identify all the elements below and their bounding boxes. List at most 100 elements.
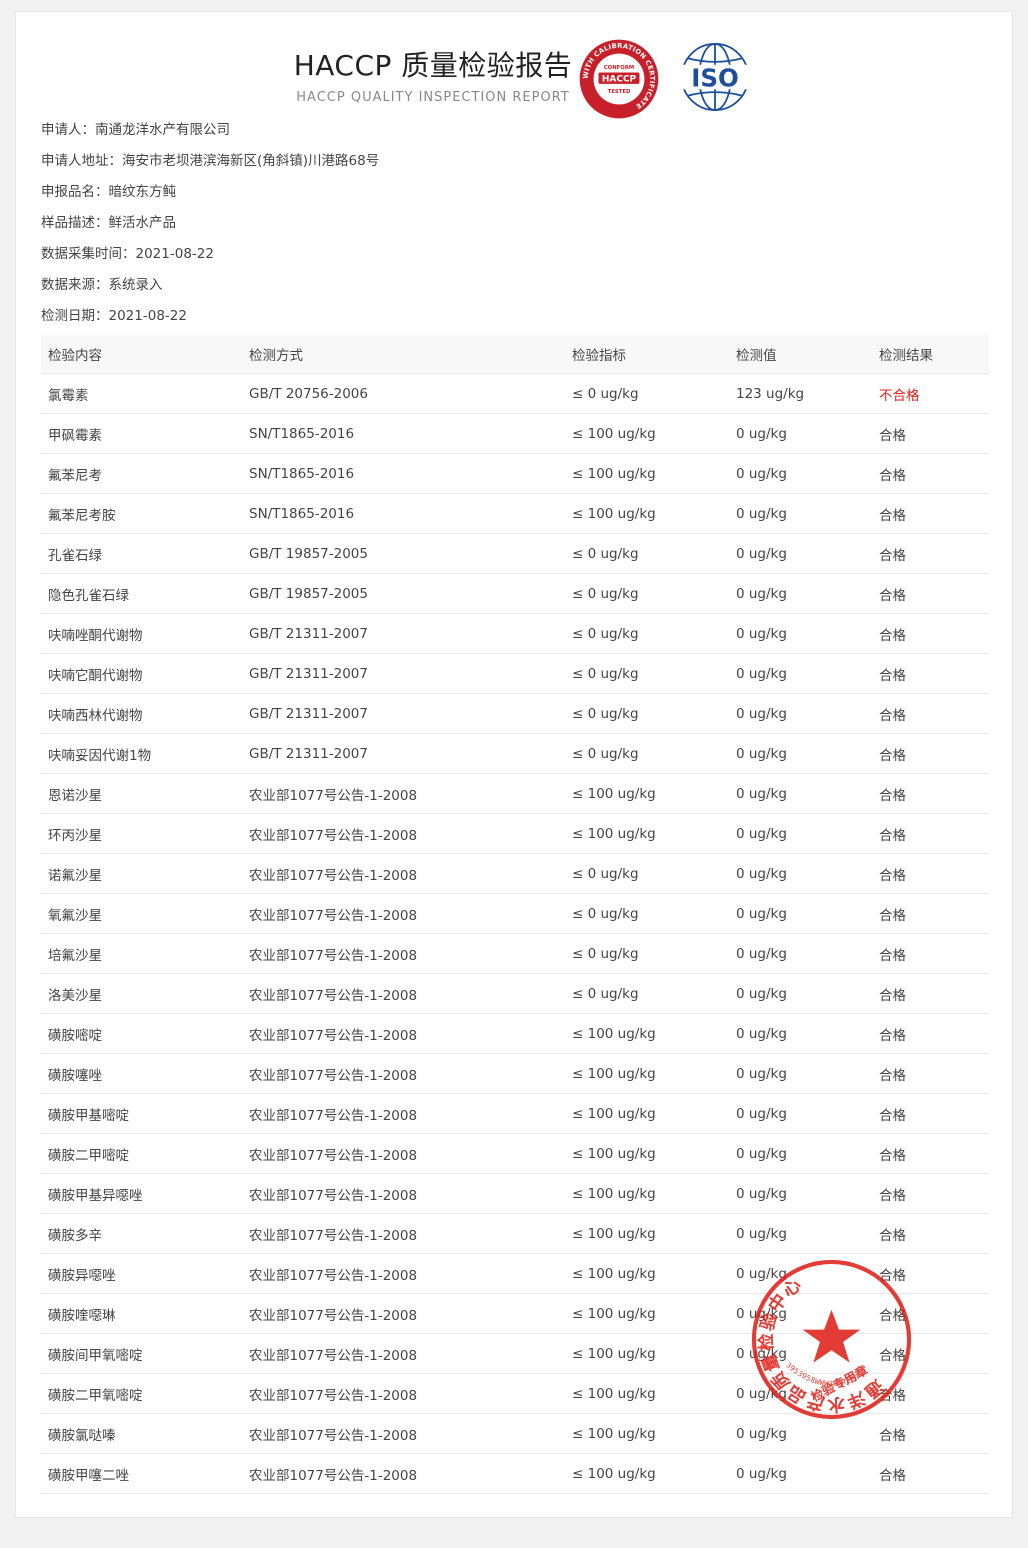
table-row: 呋喃妥因代谢1物 GB/T 21311-2007 ≤ 0 ug/kg 0 ug/kg 合… (41, 733, 989, 774)
cell-item: 氧氟沙星 (41, 893, 242, 934)
cell-limit: ≤ 100 ug/kg (565, 453, 729, 494)
cell-item: 培氟沙星 (41, 933, 242, 974)
cell-limit: ≤ 100 ug/kg (565, 773, 729, 814)
cell-limit: ≤ 100 ug/kg (565, 413, 729, 454)
info-value: 鲜活水产品 (108, 215, 177, 231)
cell-value: 0 ug/kg (729, 1413, 872, 1454)
haccp-center-text: HACCP (602, 74, 637, 84)
header-method: 检测方式 (242, 335, 565, 374)
info-row-address: 申请人地址：海安市老坝港滨海新区(角斜镇)川港路68号 (41, 150, 379, 181)
cell-item: 呋喃妥因代谢1物 (41, 733, 242, 774)
table-row: 隐色孔雀石绿 GB/T 19857-2005 ≤ 0 ug/kg 0 ug/kg 合格 (41, 573, 989, 614)
cell-method: 农业部1077号公告-1-2008 (242, 1213, 565, 1254)
cell-method: GB/T 19857-2005 (242, 573, 565, 614)
cell-limit: ≤ 0 ug/kg (565, 853, 729, 894)
cell-method: 农业部1077号公告-1-2008 (242, 1013, 565, 1054)
cell-method: 农业部1077号公告-1-2008 (242, 973, 565, 1014)
cell-limit: ≤ 100 ug/kg (565, 1453, 729, 1494)
cell-method: 农业部1077号公告-1-2008 (242, 1293, 565, 1334)
cell-item: 磺胺氯哒嗪 (41, 1413, 242, 1454)
report-title: HACCP 质量检验报告 (293, 49, 573, 82)
cell-value: 0 ug/kg (729, 1053, 872, 1094)
cell-value: 0 ug/kg (729, 773, 872, 814)
iso-text: ISO (691, 63, 739, 92)
cell-result: 合格 (872, 1333, 989, 1374)
cell-limit: ≤ 0 ug/kg (565, 533, 729, 574)
cell-item: 呋喃西林代谢物 (41, 693, 242, 734)
cell-result: 合格 (872, 1013, 989, 1054)
info-row-applicant: 申请人：南通龙洋水产有限公司 (41, 119, 379, 150)
cell-limit: ≤ 100 ug/kg (565, 1253, 729, 1294)
cell-limit: ≤ 0 ug/kg (565, 653, 729, 694)
table-row: 培氟沙星 农业部1077号公告-1-2008 ≤ 0 ug/kg 0 ug/kg 合格 (41, 933, 989, 974)
info-value: 2021-08-22 (135, 246, 214, 262)
cell-limit: ≤ 0 ug/kg (565, 573, 729, 614)
cell-method: 农业部1077号公告-1-2008 (242, 1133, 565, 1174)
cell-limit: ≤ 100 ug/kg (565, 1293, 729, 1334)
cell-item: 磺胺甲基嘧啶 (41, 1093, 242, 1134)
cell-item: 氟苯尼考 (41, 453, 242, 494)
cell-item: 隐色孔雀石绿 (41, 573, 242, 614)
cell-item: 环丙沙星 (41, 813, 242, 854)
info-row-product: 申报品名：暗纹东方鲀 (41, 181, 379, 212)
cell-item: 甲砜霉素 (41, 413, 242, 454)
haccp-bottom-text: TESTED (608, 89, 631, 95)
cell-method: 农业部1077号公告-1-2008 (242, 893, 565, 934)
cell-method: GB/T 21311-2007 (242, 733, 565, 774)
cell-value: 0 ug/kg (729, 1013, 872, 1054)
table-row: 环丙沙星 农业部1077号公告-1-2008 ≤ 100 ug/kg 0 ug/kg 合… (41, 813, 989, 854)
cell-item: 磺胺多辛 (41, 1213, 242, 1254)
cell-method: 农业部1077号公告-1-2008 (242, 1053, 565, 1094)
table-row: 磺胺多辛 农业部1077号公告-1-2008 ≤ 100 ug/kg 0 ug/kg 合… (41, 1213, 989, 1254)
table-row: 磺胺二甲氧嘧啶 农业部1077号公告-1-2008 ≤ 100 ug/kg 0 ug/… (41, 1373, 989, 1414)
cell-item: 磺胺甲基异噁唑 (41, 1173, 242, 1214)
cell-item: 氯霉素 (41, 373, 242, 414)
cell-method: 农业部1077号公告-1-2008 (242, 813, 565, 854)
cell-item: 诺氟沙星 (41, 853, 242, 894)
cell-result: 合格 (872, 1213, 989, 1254)
cell-method: 农业部1077号公告-1-2008 (242, 853, 565, 894)
cell-value: 0 ug/kg (729, 893, 872, 934)
cell-result: 合格 (872, 1373, 989, 1414)
cell-method: 农业部1077号公告-1-2008 (242, 773, 565, 814)
cell-value: 0 ug/kg (729, 413, 872, 454)
cell-limit: ≤ 0 ug/kg (565, 973, 729, 1014)
cell-limit: ≤ 0 ug/kg (565, 693, 729, 734)
cell-limit: ≤ 100 ug/kg (565, 1213, 729, 1254)
cell-limit: ≤ 100 ug/kg (565, 813, 729, 854)
table-row: 孔雀石绿 GB/T 19857-2005 ≤ 0 ug/kg 0 ug/kg 合格 (41, 533, 989, 574)
table-header-row: 检验内容 检测方式 检验指标 检测值 检测结果 (41, 335, 989, 374)
table-row: 磺胺噻唑 农业部1077号公告-1-2008 ≤ 100 ug/kg 0 ug/kg 合… (41, 1053, 989, 1094)
cell-value: 0 ug/kg (729, 1133, 872, 1174)
cell-method: GB/T 21311-2007 (242, 653, 565, 694)
table-row: 磺胺氯哒嗪 农业部1077号公告-1-2008 ≤ 100 ug/kg 0 ug/kg… (41, 1413, 989, 1454)
cell-value: 0 ug/kg (729, 1373, 872, 1414)
cell-limit: ≤ 0 ug/kg (565, 733, 729, 774)
cell-item: 呋喃它酮代谢物 (41, 653, 242, 694)
cell-limit: ≤ 0 ug/kg (565, 933, 729, 974)
cell-method: 农业部1077号公告-1-2008 (242, 1373, 565, 1414)
info-label: 样品描述： (41, 215, 109, 231)
cell-result: 合格 (872, 613, 989, 654)
cell-value: 123 ug/kg (729, 373, 872, 414)
cell-limit: ≤ 100 ug/kg (565, 1053, 729, 1094)
table-row: 恩诺沙星 农业部1077号公告-1-2008 ≤ 100 ug/kg 0 ug/kg 合… (41, 773, 989, 814)
cell-result: 合格 (872, 893, 989, 934)
cell-value: 0 ug/kg (729, 813, 872, 854)
report-subtitle: HACCP QUALITY INSPECTION REPORT (296, 90, 570, 105)
info-label: 申请人地址： (41, 153, 122, 169)
info-value: 系统录入 (108, 277, 163, 293)
cell-limit: ≤ 100 ug/kg (565, 1413, 729, 1454)
table-row: 磺胺嘧啶 农业部1077号公告-1-2008 ≤ 100 ug/kg 0 ug/kg 合… (41, 1013, 989, 1054)
cell-value: 0 ug/kg (729, 733, 872, 774)
table-row: 氟苯尼考 SN/T1865-2016 ≤ 100 ug/kg 0 ug/kg 合格 (41, 453, 989, 494)
cell-value: 0 ug/kg (729, 653, 872, 694)
cell-item: 磺胺异噁唑 (41, 1253, 242, 1294)
cell-value: 0 ug/kg (729, 853, 872, 894)
cell-value: 0 ug/kg (729, 1453, 872, 1494)
table-row: 氧氟沙星 农业部1077号公告-1-2008 ≤ 0 ug/kg 0 ug/kg 合格 (41, 893, 989, 934)
cell-method: GB/T 21311-2007 (242, 693, 565, 734)
info-label: 申报品名： (41, 184, 109, 200)
info-label: 申请人： (41, 122, 95, 138)
cell-method: 农业部1077号公告-1-2008 (242, 1173, 565, 1214)
